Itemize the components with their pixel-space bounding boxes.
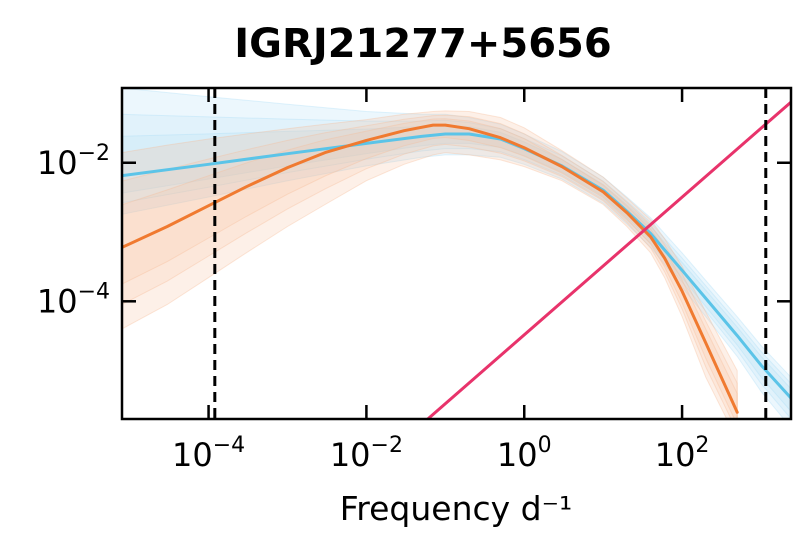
confidence-bands	[122, 88, 791, 419]
x-axis-label: Frequency d⁻¹	[340, 489, 573, 528]
x-tick-label-2: 100	[497, 433, 552, 474]
series-0-band-1	[122, 113, 791, 419]
x-tick-label-1: 10−2	[330, 433, 403, 474]
axis-ticks: 10−4 10−2 100 102 10−2 10−4	[37, 88, 791, 474]
series-1-line	[122, 123, 739, 414]
x-axis-label-text: Frequency d⁻¹	[340, 489, 573, 528]
y-tick-label-1: 10−4	[37, 279, 110, 320]
x-tick-label-3: 102	[655, 433, 710, 474]
series-2-line	[426, 100, 791, 419]
y-tick-label-0: 10−2	[37, 141, 110, 182]
series-1-band-2	[122, 118, 738, 419]
plot-frame	[120, 86, 793, 421]
chart-title: IGRJ21277+5656	[234, 21, 611, 67]
series-lines	[122, 100, 791, 419]
series-1-band-0	[122, 110, 738, 419]
series-0-band-2	[122, 124, 791, 413]
series-1-band-1	[122, 114, 738, 419]
x-tick-label-0: 10−4	[172, 433, 245, 474]
vertical-limit-lines	[213, 88, 768, 419]
series-0-band-0	[122, 88, 791, 419]
